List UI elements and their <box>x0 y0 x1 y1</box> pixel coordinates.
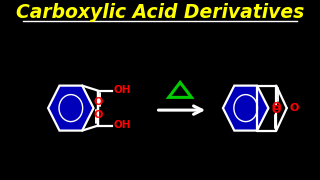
Text: O: O <box>272 105 281 115</box>
Text: O: O <box>93 110 103 120</box>
Text: OH: OH <box>114 85 131 95</box>
Text: O: O <box>289 103 299 113</box>
Text: O: O <box>93 97 103 107</box>
Text: OH: OH <box>114 120 131 130</box>
Text: Carboxylic Acid Derivatives: Carboxylic Acid Derivatives <box>16 3 304 22</box>
Text: O: O <box>272 102 281 112</box>
Polygon shape <box>223 86 268 130</box>
Polygon shape <box>48 86 93 130</box>
